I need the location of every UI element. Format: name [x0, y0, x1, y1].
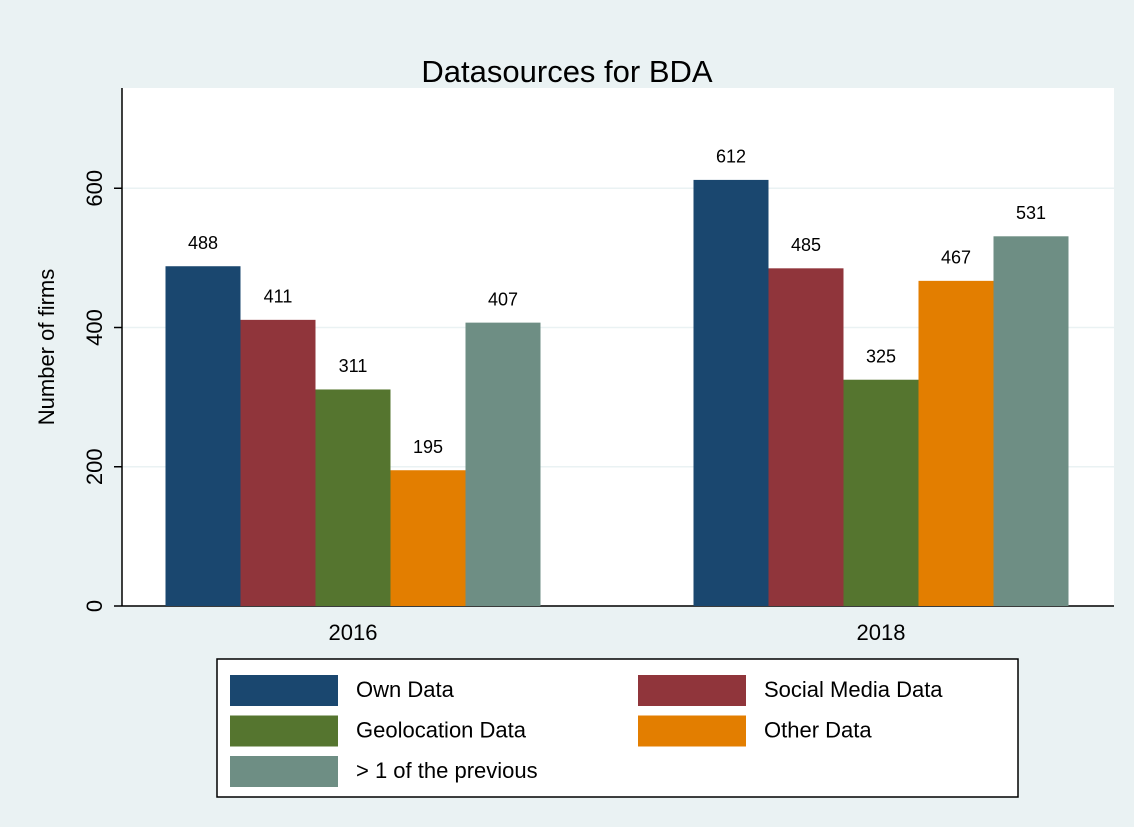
legend-swatch — [230, 715, 338, 747]
bar — [693, 179, 769, 606]
x-tick-label: 2016 — [329, 620, 378, 645]
y-axis-title: Number of firms — [34, 269, 59, 425]
bar — [918, 280, 994, 606]
bar — [843, 379, 919, 606]
x-tick-label: 2018 — [857, 620, 906, 645]
legend-label: Geolocation Data — [356, 717, 527, 742]
bar — [240, 319, 316, 606]
bar — [165, 266, 241, 606]
value-label: 467 — [941, 248, 971, 268]
legend-swatch — [638, 715, 746, 747]
legend-label: Social Media Data — [764, 677, 943, 702]
value-label: 531 — [1016, 203, 1046, 223]
bar — [315, 389, 391, 606]
legend-label: > 1 of the previous — [356, 758, 538, 783]
bar — [993, 236, 1069, 606]
legend-swatch — [230, 675, 338, 706]
value-label: 325 — [866, 346, 896, 366]
legend-swatch — [638, 675, 746, 706]
y-tick-label: 0 — [82, 600, 107, 612]
value-label: 311 — [339, 356, 368, 376]
y-tick-label: 200 — [82, 448, 107, 485]
chart-title: Datasources for BDA — [421, 54, 712, 89]
y-tick-label: 400 — [82, 309, 107, 346]
value-label: 612 — [716, 147, 746, 167]
legend-swatch — [230, 756, 338, 787]
legend — [216, 658, 1019, 798]
legend-label: Other Data — [764, 717, 872, 742]
bar — [768, 268, 844, 606]
value-label: 407 — [488, 289, 518, 309]
value-label: 195 — [413, 437, 443, 457]
value-label: 411 — [264, 287, 293, 307]
bar — [465, 322, 541, 606]
legend-label: Own Data — [356, 677, 455, 702]
value-label: 488 — [188, 233, 218, 253]
bar — [390, 470, 466, 606]
y-tick-label: 600 — [82, 170, 107, 207]
value-label: 485 — [791, 235, 821, 255]
